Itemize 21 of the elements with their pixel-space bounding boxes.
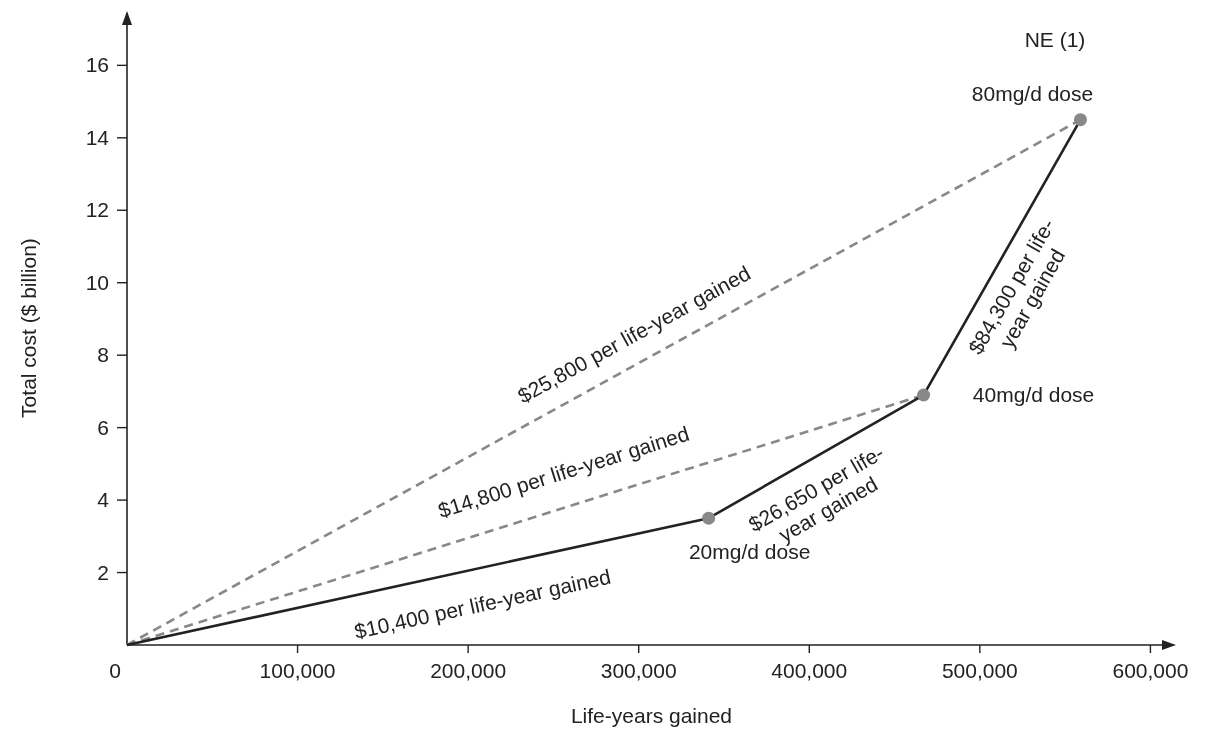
annotation: NE (1) [1024,28,1086,51]
x-tick-label: 200,000 [430,659,507,682]
x-axis-title: Life-years gained [570,704,733,727]
x-tick-label: 500,000 [941,659,1018,682]
y-tick-label: 6 [97,415,109,439]
y-axis-title: Total cost ($ billion) [17,238,40,418]
annotation: 40mg/d dose [972,383,1095,407]
annotation: $10,400 per life-year gained [352,564,613,643]
y-tick-label: 4 [97,488,110,512]
y-tick-label: 2 [97,560,109,584]
y-tick-label: 12 [85,198,109,222]
x-tick-label: 300,000 [600,659,677,682]
x-tick-label: 100,000 [259,659,336,682]
y-tick-label: 14 [85,125,110,149]
x-tick-label: 0 [109,659,121,682]
y-tick-label: 16 [85,53,109,77]
y-tick-label: 10 [85,270,109,294]
x-tick-label: 400,000 [771,659,848,682]
y-tick-label: 8 [97,343,109,367]
x-tick-label: 600,000 [1112,659,1189,682]
annotation: 80mg/d dose [971,81,1094,105]
